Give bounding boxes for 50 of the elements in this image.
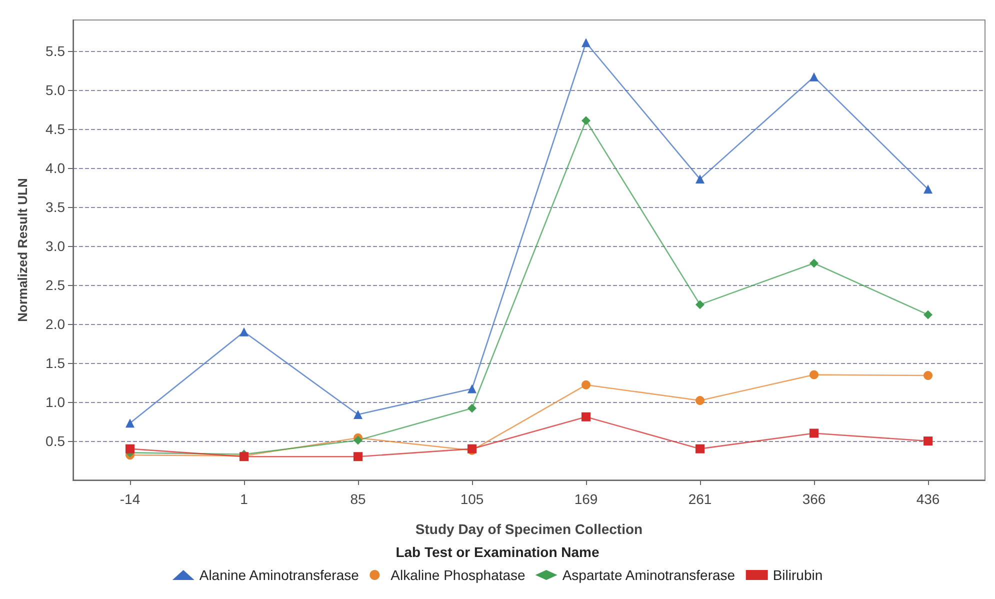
point: [126, 418, 134, 428]
point: [810, 428, 818, 438]
point: [696, 174, 704, 184]
point: [354, 452, 362, 462]
x-tick-label: 105: [460, 491, 484, 507]
point: [468, 404, 476, 413]
point: [924, 310, 932, 320]
y-tick-label: 4.0: [46, 160, 66, 176]
y-tick-label: 5.5: [46, 43, 66, 60]
y-tick-label: 0.5: [46, 433, 66, 450]
y-tick-label: 1.5: [46, 355, 66, 372]
legend-label: Alkaline Phosphatase: [390, 567, 526, 583]
y-tick-label: 5.0: [46, 82, 66, 98]
x-tick-label: 1: [240, 491, 248, 507]
x-tick-label: 366: [802, 491, 826, 507]
y-tick-label: 4.5: [46, 121, 66, 138]
point: [696, 396, 704, 405]
point: [810, 258, 818, 268]
y-tick-label: 2.5: [46, 277, 66, 294]
legend-label: Alanine Aminotransferase: [199, 567, 360, 583]
point: [810, 370, 818, 380]
point: [582, 116, 590, 126]
point: [810, 72, 818, 82]
legend-label: Bilirubin: [772, 567, 823, 583]
x-tick-label: 436: [916, 491, 940, 507]
point: [354, 410, 362, 420]
point: [582, 380, 590, 390]
x-tick-label: 261: [688, 491, 712, 507]
y-tick-label: 2.0: [46, 316, 66, 332]
point: [924, 371, 932, 380]
legend-label: Aspartate Aminotransferase: [562, 567, 736, 583]
point: [924, 184, 932, 194]
y-tick-label: 1.0: [46, 394, 66, 410]
point: [240, 327, 248, 336]
legend-title: Lab Test or Examination Name: [396, 544, 600, 560]
point: [354, 436, 362, 445]
point: [582, 38, 590, 48]
point: [696, 300, 704, 310]
x-tick-label: -14: [120, 491, 140, 507]
point: [924, 436, 932, 446]
x-tick-label: 169: [574, 491, 598, 507]
point: [126, 444, 134, 454]
point: [582, 412, 590, 422]
x-axis-title: Study Day of Specimen Collection: [415, 521, 643, 537]
x-tick-label: 85: [350, 491, 366, 507]
point: [696, 444, 704, 454]
y-tick-label: 3.0: [46, 238, 66, 254]
y-tick-label: 3.5: [46, 199, 66, 216]
y-axis-title: Normalized Result ULN: [15, 178, 30, 322]
point: [468, 384, 476, 394]
